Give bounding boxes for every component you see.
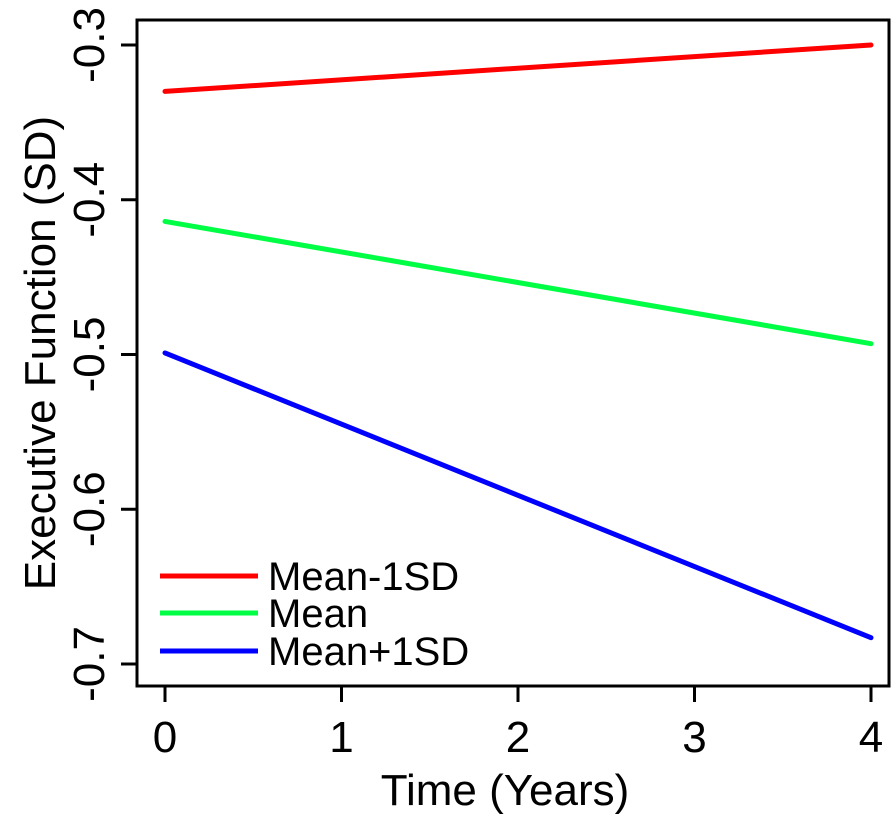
- series-line-0: [162, 42, 874, 94]
- y-tick-label: -0.6: [65, 471, 114, 547]
- legend-label-2: Mean+1SD: [268, 630, 469, 674]
- series-lines: [162, 42, 874, 641]
- x-tick-label: 0: [153, 713, 177, 762]
- y-tick-label: -0.7: [65, 626, 114, 702]
- y-tick-label: -0.3: [65, 7, 114, 83]
- y-axis: -0.7 -0.6 -0.5 -0.4 -0.3: [65, 7, 137, 702]
- legend-label-1: Mean: [268, 592, 368, 636]
- x-tick-label: 3: [682, 713, 706, 762]
- y-tick-label: -0.5: [65, 317, 114, 393]
- x-tick-label: 1: [329, 713, 353, 762]
- y-axis-title: Executive Function (SD): [16, 116, 65, 590]
- series-line-1: [162, 218, 874, 347]
- series-line-2: [162, 350, 874, 641]
- x-axis: 0 1 2 3 4: [153, 686, 883, 762]
- plot-frame: [135, 18, 891, 688]
- x-axis-title: Time (Years): [381, 766, 630, 815]
- x-tick-label: 4: [859, 713, 883, 762]
- legend-label-0: Mean-1SD: [268, 555, 459, 599]
- x-tick-label: 2: [506, 713, 530, 762]
- y-tick-label: -0.4: [65, 162, 114, 238]
